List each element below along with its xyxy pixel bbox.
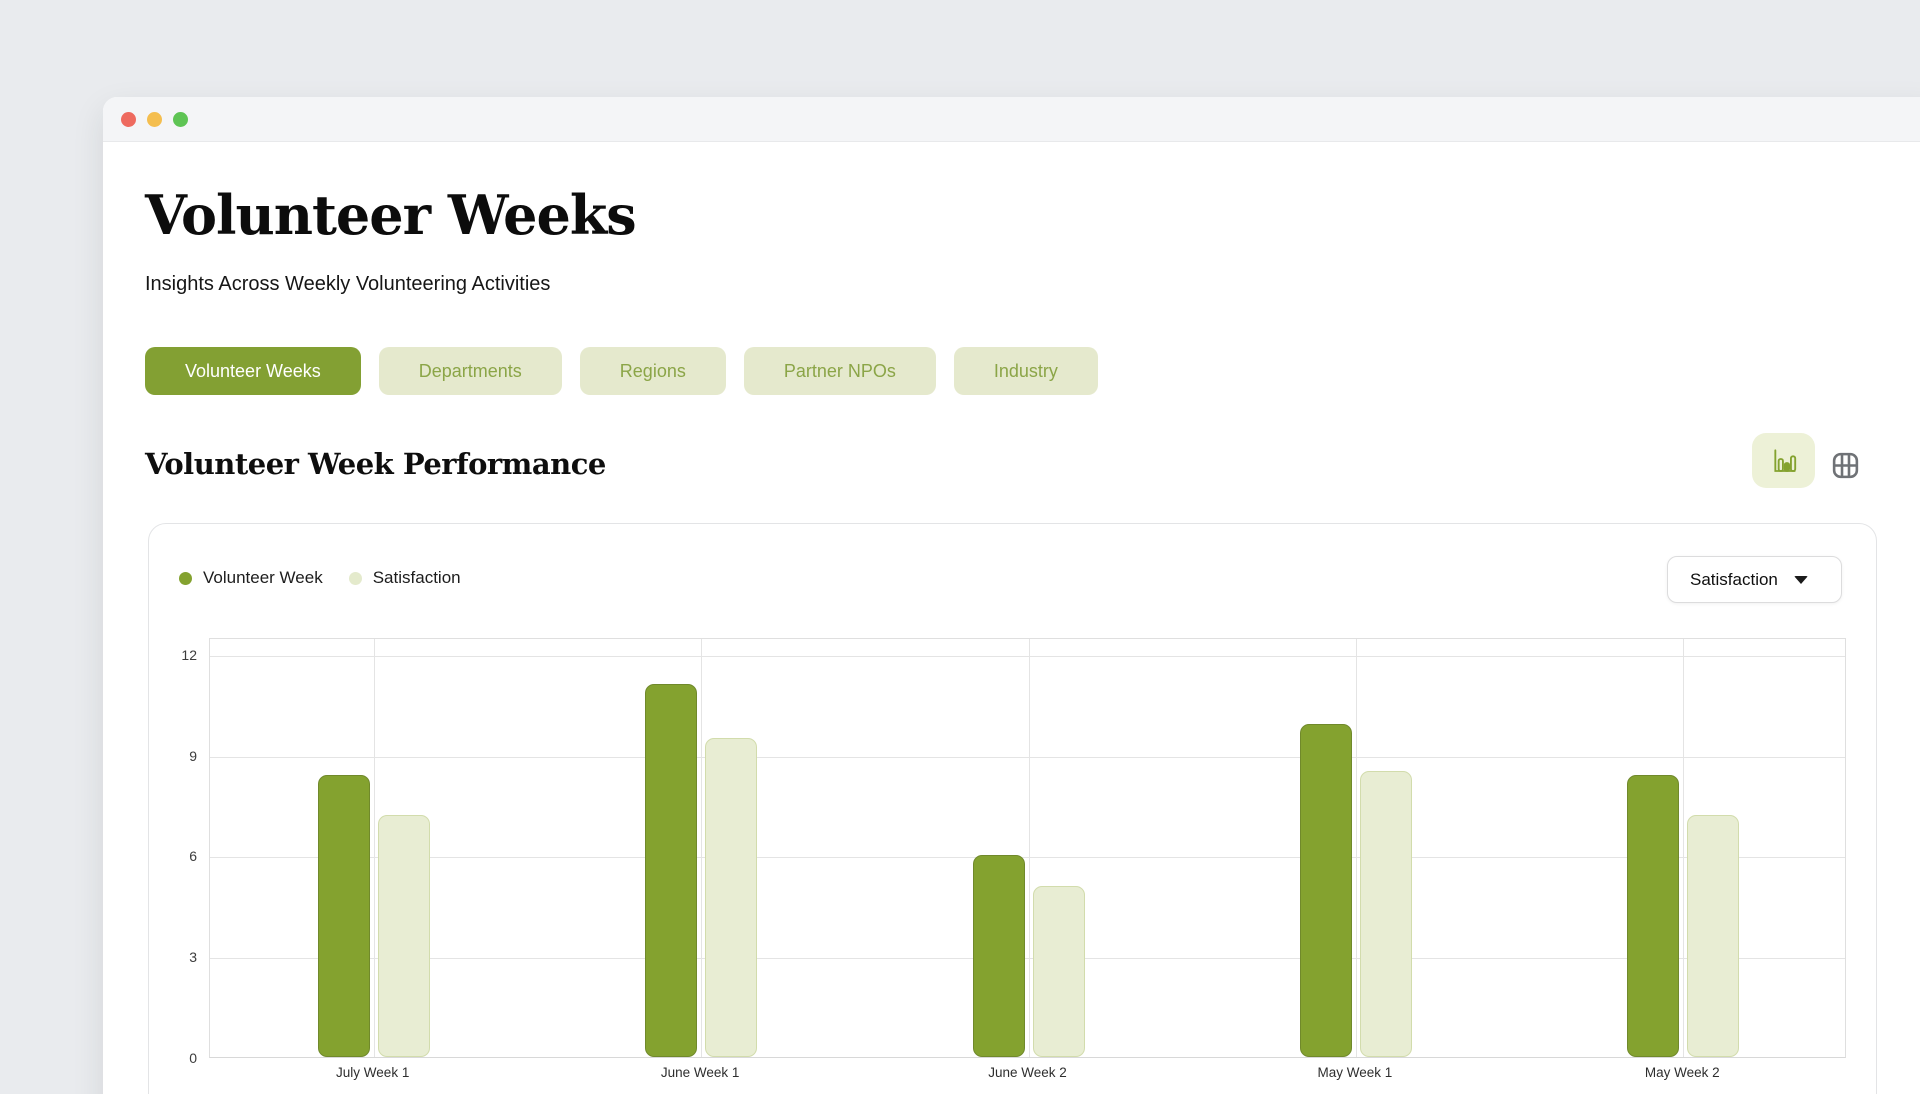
close-window-icon[interactable] <box>121 112 136 127</box>
y-axis-label: 9 <box>189 747 197 764</box>
window-titlebar <box>103 97 1920 142</box>
page-title: Volunteer Weeks <box>145 183 637 247</box>
y-axis-label: 6 <box>189 848 197 865</box>
tab-volunteer-weeks[interactable]: Volunteer Weeks <box>145 347 361 395</box>
legend-item-satisfaction: Satisfaction <box>348 568 461 588</box>
app-window: Volunteer Weeks Insights Across Weekly V… <box>103 97 1920 1094</box>
y-axis-label: 3 <box>189 949 197 966</box>
legend-dot-satisfaction <box>348 571 362 585</box>
x-axis-label: May Week 2 <box>1644 1065 1720 1080</box>
bar-chart-icon <box>1768 445 1800 477</box>
tab-partner-npos[interactable]: Partner NPOs <box>743 347 936 395</box>
gridline-horizontal <box>210 857 1845 859</box>
tab-regions[interactable]: Regions <box>579 347 726 395</box>
tab-industry[interactable]: Industry <box>953 347 1098 395</box>
filter-tabs: Volunteer Weeks Departments Regions Part… <box>145 347 1098 395</box>
bar-satisfaction-june-week-1[interactable] <box>705 737 758 1057</box>
metric-dropdown-value: Satisfaction <box>1690 569 1778 589</box>
gridline-horizontal <box>210 756 1845 758</box>
table-grid-icon <box>1830 450 1861 481</box>
gridline-vertical <box>1028 639 1030 1057</box>
bar-volunteer-week-june-week-1[interactable] <box>645 684 698 1057</box>
bar-volunteer-week-may-week-1[interactable] <box>1299 724 1352 1057</box>
bar-volunteer-week-june-week-2[interactable] <box>972 855 1025 1057</box>
gridline-vertical <box>701 639 703 1057</box>
section-heading: Volunteer Week Performance <box>145 447 606 481</box>
page-subtitle: Insights Across Weekly Volunteering Acti… <box>145 273 551 295</box>
gridline-vertical <box>373 639 375 1057</box>
minimize-window-icon[interactable] <box>147 112 162 127</box>
y-axis-label: 0 <box>189 1050 197 1066</box>
y-axis-label: 12 <box>181 646 197 663</box>
legend-item-volunteer-week: Volunteer Week <box>179 568 323 588</box>
x-axis-label: June Week 1 <box>660 1065 740 1080</box>
bar-volunteer-week-july-week-1[interactable] <box>317 774 370 1057</box>
chevron-down-icon <box>1793 575 1808 584</box>
bar-satisfaction-may-week-1[interactable] <box>1359 771 1412 1057</box>
gridline-vertical <box>1683 639 1685 1057</box>
tab-departments[interactable]: Departments <box>378 347 562 395</box>
bar-satisfaction-may-week-2[interactable] <box>1687 815 1740 1057</box>
gridline-horizontal <box>210 655 1845 657</box>
chart-card: Volunteer Week Satisfaction Satisfaction… <box>148 523 1877 1094</box>
legend-dot-volunteer-week <box>179 571 192 585</box>
legend-label: Volunteer Week <box>203 568 323 587</box>
plot-area <box>209 638 1846 1058</box>
x-axis-label: July Week 1 <box>336 1065 410 1080</box>
plot-wrapper: 0 3 6 9 12 July Week 1 June Week 1 June Week 2… <box>181 638 1846 1080</box>
legend-label: Satisfaction <box>372 568 461 587</box>
bar-volunteer-week-may-week-2[interactable] <box>1627 774 1680 1057</box>
bar-satisfaction-june-week-2[interactable] <box>1032 885 1085 1057</box>
bar-satisfaction-july-week-1[interactable] <box>377 815 430 1057</box>
table-view-toggle-button[interactable] <box>1825 445 1865 485</box>
x-axis-label: May Week 1 <box>1317 1065 1393 1080</box>
gridline-vertical <box>1355 639 1357 1057</box>
chart-legend: Volunteer Week Satisfaction <box>179 568 461 588</box>
maximize-window-icon[interactable] <box>173 112 188 127</box>
gridline-horizontal <box>210 958 1845 960</box>
chart-view-toggle-button[interactable] <box>1752 433 1815 488</box>
x-axis-label: June Week 2 <box>988 1065 1067 1080</box>
metric-dropdown[interactable]: Satisfaction <box>1667 556 1842 603</box>
